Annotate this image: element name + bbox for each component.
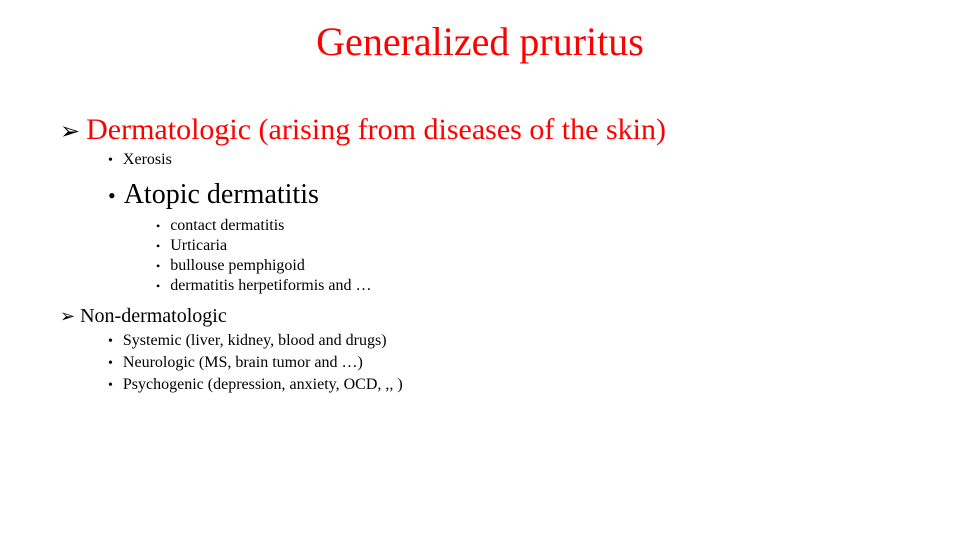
bullet-icon: •	[156, 240, 160, 252]
section-label: Dermatologic (arising from diseases of t…	[86, 113, 666, 147]
bullet-icon: •	[156, 260, 160, 272]
slide-title: Generalized pruritus	[60, 18, 900, 65]
list-item-emph: • Atopic dermatitis	[108, 179, 900, 211]
item-text: Neurologic (MS, brain tumor and …)	[123, 354, 363, 372]
bullet-icon: •	[108, 357, 113, 371]
list-item: • Systemic (liver, kidney, blood and dru…	[108, 332, 900, 350]
bullet-icon: •	[156, 280, 160, 292]
section-non-dermatologic: ➢ Non-dermatologic	[60, 305, 900, 328]
list-item: • dermatitis herpetiformis and …	[156, 277, 900, 295]
item-text: dermatitis herpetiformis and …	[170, 277, 371, 295]
slide: Generalized pruritus ➢ Dermatologic (ari…	[0, 0, 960, 540]
list-item: • Urticaria	[156, 237, 900, 255]
item-text: Systemic (liver, kidney, blood and drugs…	[123, 332, 387, 350]
item-text: Atopic dermatitis	[124, 179, 319, 211]
item-text: Xerosis	[123, 151, 172, 169]
list-item: • Neurologic (MS, brain tumor and …)	[108, 354, 900, 372]
bullet-icon: •	[108, 379, 113, 393]
list-item: • contact dermatitis	[156, 217, 900, 235]
list-item: • Xerosis	[108, 151, 900, 169]
bullet-icon: •	[108, 154, 113, 168]
bullet-icon: •	[108, 335, 113, 349]
item-text: Urticaria	[170, 237, 227, 255]
bullet-icon: •	[108, 185, 116, 207]
item-text: bullouse pemphigoid	[170, 257, 305, 275]
bullet-icon: •	[156, 220, 160, 232]
arrow-bullet-icon: ➢	[60, 120, 80, 144]
list-item: • Psychogenic (depression, anxiety, OCD,…	[108, 376, 900, 394]
section-dermatologic: ➢ Dermatologic (arising from diseases of…	[60, 113, 900, 147]
item-text: Psychogenic (depression, anxiety, OCD, ,…	[123, 376, 403, 394]
arrow-bullet-icon: ➢	[60, 307, 75, 325]
list-item: • bullouse pemphigoid	[156, 257, 900, 275]
item-text: contact dermatitis	[170, 217, 284, 235]
section-label: Non-dermatologic	[80, 305, 227, 328]
